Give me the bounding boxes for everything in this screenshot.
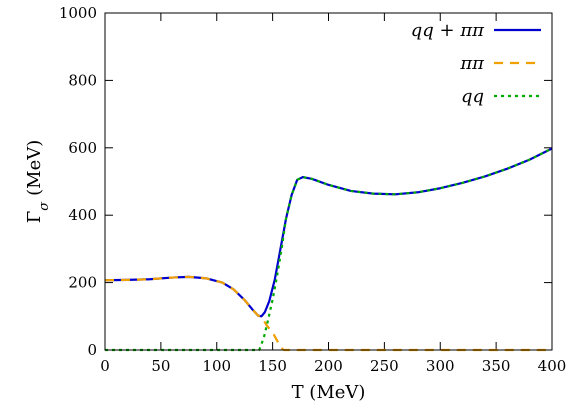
x-tick-label-250: 250 xyxy=(370,357,399,375)
x-tick-label-200: 200 xyxy=(314,357,343,375)
y-tick-label-400: 400 xyxy=(68,206,97,224)
axis-ticks xyxy=(104,12,553,351)
y-tick-label-0: 0 xyxy=(87,341,97,359)
y-tick-label-1000: 1000 xyxy=(59,4,97,22)
x-tick-label-150: 150 xyxy=(258,357,287,375)
series-line-1 xyxy=(104,275,552,352)
x-tick-label-400: 400 xyxy=(538,357,567,375)
y-tick-label-200: 200 xyxy=(68,274,97,292)
series-line-2 xyxy=(105,147,553,352)
legend-label-2: qq xyxy=(461,86,484,107)
y-axis-label-unit: (MeV) xyxy=(24,140,45,196)
series-line-0 xyxy=(104,147,553,318)
plot-frame xyxy=(104,12,553,351)
legend-label-0: qq + ππ xyxy=(411,20,485,41)
x-tick-label-0: 0 xyxy=(100,357,110,375)
tick-labels: 0 50 100 150 200 250 300 350 400 0 200 400 600 800 100… xyxy=(59,4,567,375)
y-axis-label: Γσ (MeV) xyxy=(24,140,52,224)
y-tick-label-800: 800 xyxy=(68,71,97,89)
x-tick-label-50: 50 xyxy=(151,357,170,375)
series-lines xyxy=(104,147,553,352)
legend-label-1: ππ xyxy=(459,53,485,74)
x-axis-label: T (MeV) xyxy=(292,382,366,403)
x-tick-label-300: 300 xyxy=(426,357,455,375)
x-tick-label-350: 350 xyxy=(482,357,511,375)
y-axis-label-subscript: σ xyxy=(37,201,52,211)
legend: qq + ππ ππ qq xyxy=(411,20,541,107)
y-axis-label-symbol: Γ xyxy=(24,211,45,224)
x-tick-label-100: 100 xyxy=(202,357,231,375)
y-tick-label-600: 600 xyxy=(68,139,97,157)
